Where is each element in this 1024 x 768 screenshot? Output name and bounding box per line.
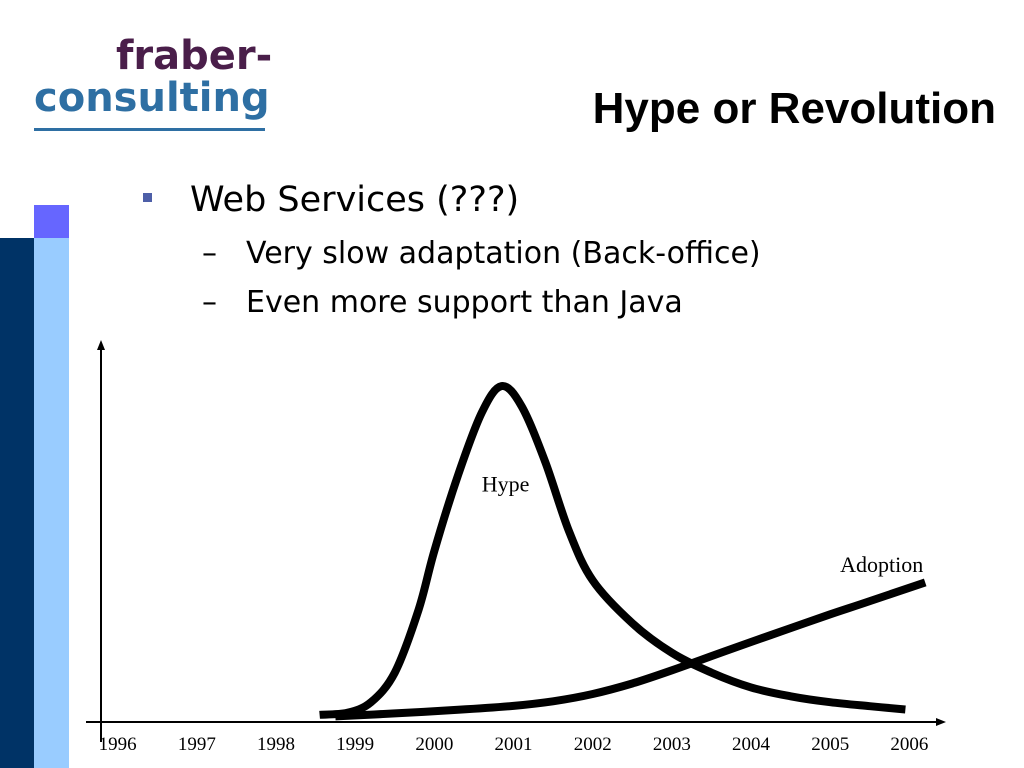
x-tick-label: 2002 xyxy=(574,734,612,755)
annotation-hype: Hype xyxy=(482,471,530,496)
x-tick-label: 2003 xyxy=(653,734,691,755)
x-tick-label: 1997 xyxy=(178,734,216,755)
logo-underline xyxy=(34,128,265,131)
bullet-marker xyxy=(143,193,152,202)
x-axis-arrow xyxy=(936,718,946,726)
x-tick-label: 2005 xyxy=(811,734,849,755)
series-line-hype xyxy=(319,382,906,719)
x-tick-label: 1999 xyxy=(336,734,374,755)
y-axis-arrow xyxy=(97,340,105,350)
chart-axes xyxy=(86,340,946,742)
sub-bullet-dash: – xyxy=(202,236,217,271)
decor-dark-bar xyxy=(0,238,34,768)
x-tick-labels: 1996 1997 1998 1999 2000 2001 2002 2003 2004 2005… xyxy=(99,734,929,755)
logo-line2: consulting xyxy=(34,75,270,121)
chart-series xyxy=(319,382,927,721)
x-tick-label: 2004 xyxy=(732,734,771,755)
page-title: Hype or Revolution xyxy=(592,84,996,133)
x-tick-label: 1998 xyxy=(257,734,295,755)
chart-annotations: Hype Adoption xyxy=(482,471,923,577)
x-tick-label: 2001 xyxy=(495,734,533,755)
x-tick-label: 2000 xyxy=(415,734,453,755)
bullet-main: Web Services (???) xyxy=(190,180,520,220)
sub-bullet-dash: – xyxy=(202,285,217,320)
x-tick-label: 1996 xyxy=(99,734,137,755)
annotation-adoption: Adoption xyxy=(840,552,923,577)
sub-bullet-1: Very slow adaptation (Back-office) xyxy=(246,236,761,271)
sub-bullet-2: Even more support than Java xyxy=(246,285,683,320)
decor-light-bar xyxy=(34,238,69,768)
x-tick-label: 2006 xyxy=(890,734,928,755)
series-line-adoption xyxy=(335,578,927,721)
decor-square xyxy=(34,205,69,238)
logo-line1: fraber- xyxy=(116,33,273,79)
